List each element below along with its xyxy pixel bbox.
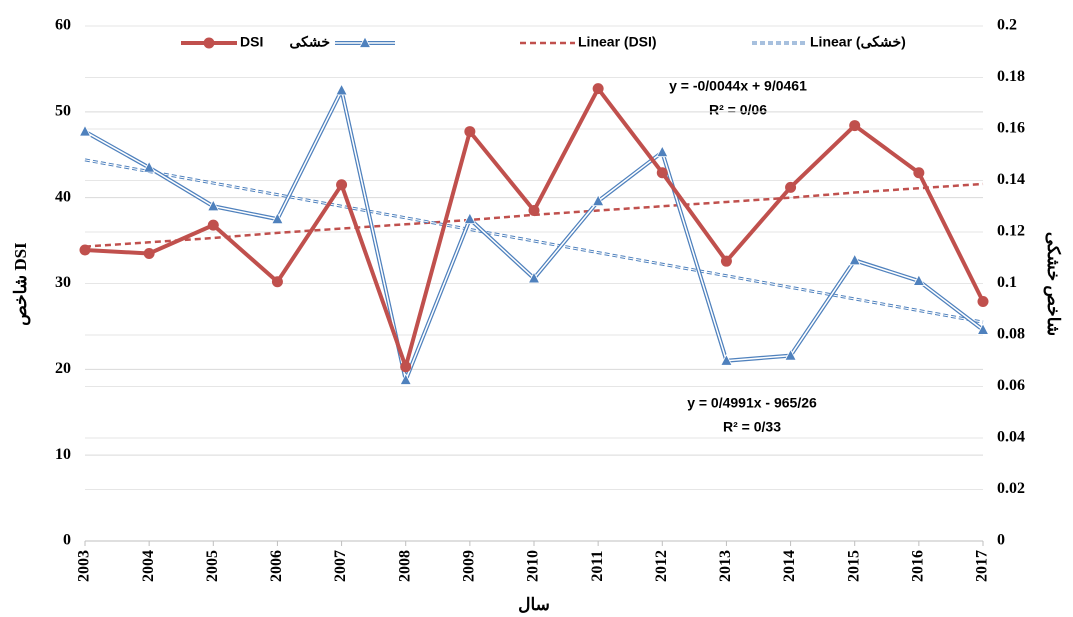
legend-label: خشکی <box>289 34 330 50</box>
marker <box>203 37 215 49</box>
y2-axis-title: شاخص خشکی <box>1043 232 1063 336</box>
marker <box>271 276 283 288</box>
marker <box>399 373 412 385</box>
y-tick-label: 30 <box>55 274 71 291</box>
legend-label: DSI <box>240 34 263 50</box>
y-tick-label: 50 <box>55 103 71 120</box>
marker <box>400 361 412 373</box>
x-tick-label: 2016 <box>910 550 927 582</box>
y-tick-label: 40 <box>55 188 71 205</box>
marker <box>336 179 348 191</box>
x-tick-label: 2014 <box>781 550 798 582</box>
marker <box>785 181 797 193</box>
y2-tick-label: 0 <box>997 532 1005 549</box>
y-tick-label: 0 <box>63 532 71 549</box>
marker <box>976 322 990 335</box>
trend-line-inner <box>84 159 984 323</box>
marker <box>207 219 219 231</box>
x-tick-label: 2007 <box>332 550 349 582</box>
marker <box>335 83 348 96</box>
y2-tick-label: 0.2 <box>997 17 1017 34</box>
annotation: R² = 0/06 <box>709 102 767 118</box>
marker <box>720 353 733 366</box>
y2-tick-label: 0.06 <box>997 377 1025 394</box>
x-tick-label: 2012 <box>653 550 670 582</box>
x-axis-title: سال <box>518 595 550 614</box>
x-tick-label: 2004 <box>140 550 157 582</box>
legend-label: Linear (DSI) <box>578 34 657 50</box>
marker <box>913 167 925 179</box>
marker <box>656 145 669 158</box>
marker <box>207 199 220 212</box>
marker <box>849 120 861 132</box>
y2-tick-label: 0.18 <box>997 68 1025 85</box>
x-tick-label: 2003 <box>76 550 93 582</box>
x-tick-label: 2013 <box>717 550 734 582</box>
data-line <box>84 86 985 369</box>
y-tick-label: 10 <box>55 446 71 463</box>
marker <box>592 83 604 95</box>
y-tick-label: 20 <box>55 360 71 377</box>
y2-tick-label: 0.14 <box>997 171 1025 188</box>
marker <box>528 205 540 217</box>
marker <box>463 212 477 225</box>
y2-tick-label: 0.12 <box>997 223 1025 240</box>
y2-tick-label: 0.1 <box>997 274 1017 291</box>
annotation: y = -0/0044x + 9/0461 <box>669 78 807 94</box>
y2-tick-label: 0.04 <box>997 429 1025 446</box>
x-tick-label: 2009 <box>461 550 478 582</box>
x-tick-label: 2008 <box>396 550 413 582</box>
x-tick-label: 2015 <box>845 550 862 582</box>
marker <box>977 296 989 308</box>
marker <box>271 212 284 225</box>
marker <box>591 194 605 206</box>
x-tick-label: 2011 <box>589 550 606 581</box>
marker <box>78 124 92 137</box>
marker <box>143 247 155 259</box>
marker <box>784 348 797 361</box>
y2-tick-label: 0.16 <box>997 120 1025 137</box>
y-axis-title: شاخص DSI <box>11 242 31 326</box>
legend-label: Linear (خشکی) <box>810 34 906 50</box>
y2-tick-label: 0.08 <box>997 326 1025 343</box>
annotation: y = 0/4991x - 965/26 <box>687 395 817 411</box>
marker <box>720 255 732 267</box>
marker <box>527 271 541 284</box>
marker <box>464 126 476 138</box>
marker <box>79 244 91 256</box>
x-tick-label: 2010 <box>525 550 542 582</box>
marker <box>656 167 668 179</box>
y-tick-label: 60 <box>55 17 71 34</box>
x-tick-label: 2017 <box>974 550 991 582</box>
annotation: R² = 0/33 <box>723 419 781 435</box>
x-tick-label: 2005 <box>204 550 221 582</box>
marker <box>848 253 861 266</box>
marker <box>358 36 372 48</box>
marker <box>912 274 926 286</box>
marker <box>142 160 156 173</box>
x-tick-label: 2006 <box>268 550 285 582</box>
y2-tick-label: 0.02 <box>997 480 1025 497</box>
